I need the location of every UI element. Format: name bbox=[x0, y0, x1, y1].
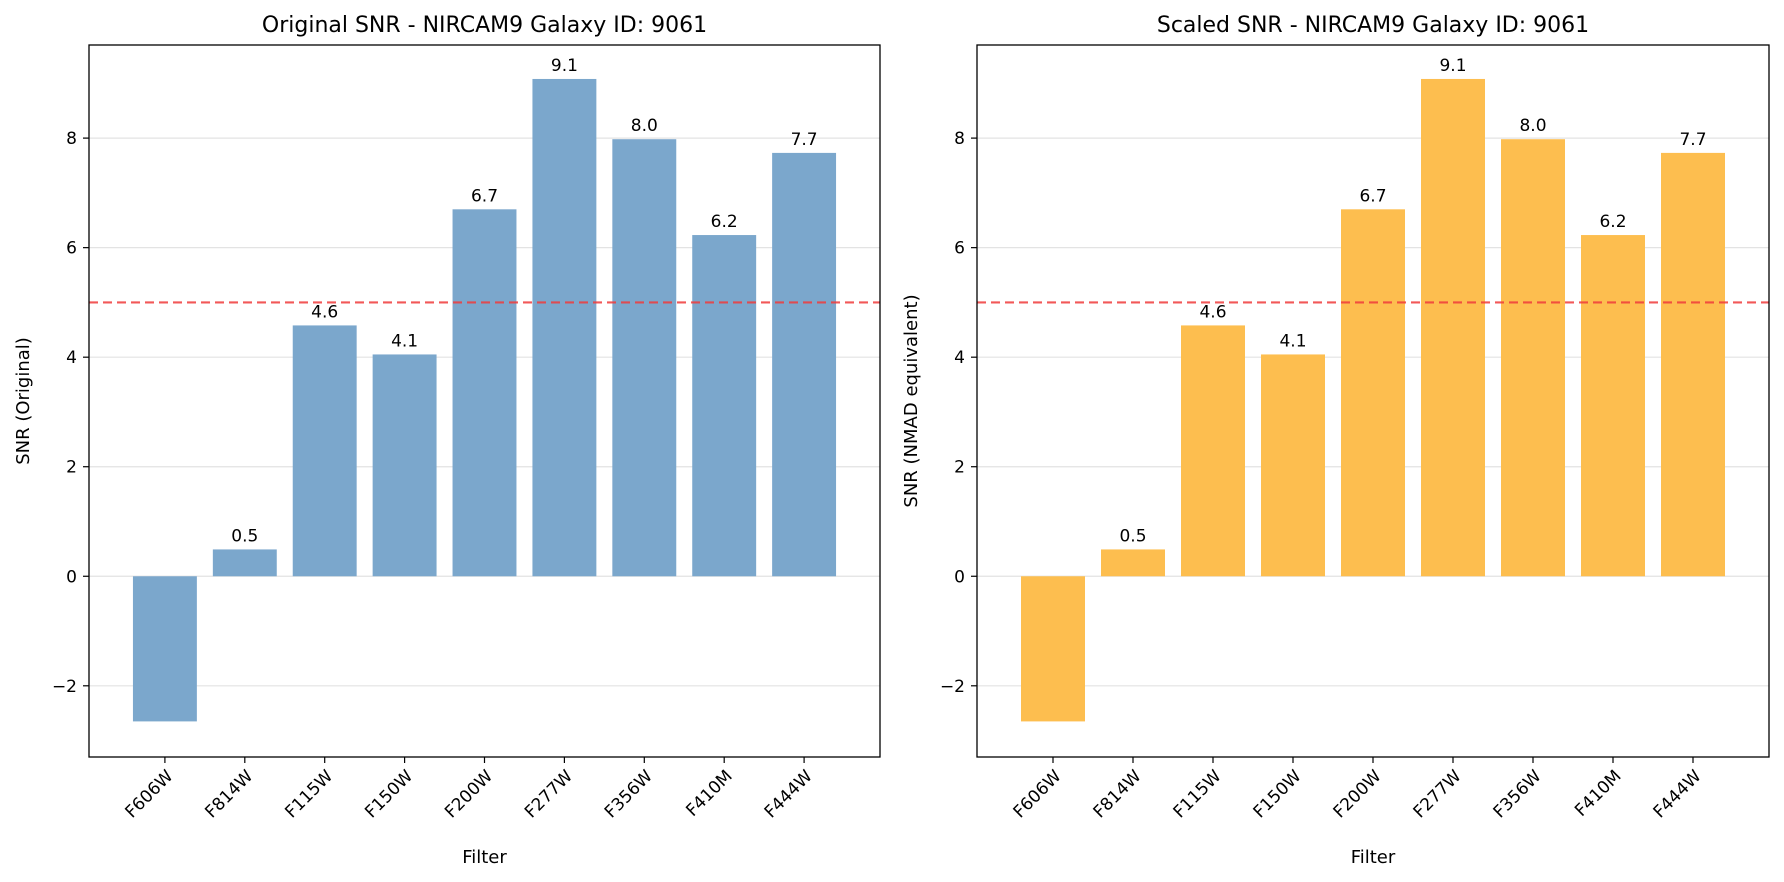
y-tick-label: 4 bbox=[954, 348, 965, 368]
bar bbox=[692, 235, 757, 577]
x-tick-label: F410M bbox=[1571, 766, 1625, 820]
bar bbox=[1581, 235, 1645, 577]
y-tick-label: −2 bbox=[52, 677, 77, 697]
x-tick-label: F444W bbox=[1650, 766, 1706, 822]
x-axis-label: Filter bbox=[462, 847, 507, 868]
data-label: 9.1 bbox=[1439, 56, 1466, 76]
bar bbox=[1661, 152, 1725, 577]
x-tick-label: F277W bbox=[521, 766, 577, 822]
data-label: 0.5 bbox=[231, 526, 258, 546]
bar bbox=[292, 325, 357, 577]
data-label: 8.0 bbox=[1519, 116, 1546, 136]
x-tick-label: F606W bbox=[1010, 766, 1066, 822]
y-tick-label: 0 bbox=[954, 567, 965, 587]
bar bbox=[1261, 354, 1325, 577]
y-tick-label: 8 bbox=[66, 129, 77, 149]
x-tick-label: F356W bbox=[1490, 766, 1546, 822]
x-tick-label: F115W bbox=[281, 766, 337, 822]
x-tick-label: F444W bbox=[761, 766, 817, 822]
chart-title: Scaled SNR - NIRCAM9 Galaxy ID: 9061 bbox=[1157, 13, 1589, 38]
x-tick-label: F150W bbox=[1250, 766, 1306, 822]
data-label: 7.7 bbox=[791, 130, 818, 150]
chart-original-snr: 0.5 4.6 4.1 6.7 9.1 8.0 6.2 7.7 −2 0 2 4 6 8 F606W F814… bbox=[13, 13, 881, 868]
x-tick-label: F277W bbox=[1410, 766, 1466, 822]
x-tick-label: F410M bbox=[682, 766, 736, 820]
data-label: 9.1 bbox=[551, 56, 578, 76]
bar bbox=[1421, 78, 1485, 577]
y-tick-label: −2 bbox=[940, 677, 965, 697]
bar bbox=[772, 152, 837, 577]
data-label: 6.7 bbox=[1359, 186, 1386, 206]
bar bbox=[132, 576, 197, 722]
data-label: 6.2 bbox=[711, 212, 738, 232]
y-axis-label: SNR (Original) bbox=[13, 337, 34, 465]
data-label: 7.7 bbox=[1679, 130, 1706, 150]
x-tick-label: F200W bbox=[441, 766, 497, 822]
bar bbox=[372, 354, 437, 577]
bar bbox=[612, 139, 677, 577]
y-tick-label: 4 bbox=[66, 348, 77, 368]
bar bbox=[1101, 549, 1165, 577]
data-label: 8.0 bbox=[631, 116, 658, 136]
x-tick-label: F814W bbox=[201, 766, 257, 822]
x-tick-label: F150W bbox=[361, 766, 417, 822]
bar bbox=[1181, 325, 1245, 577]
bar bbox=[1501, 139, 1565, 577]
data-label: 0.5 bbox=[1119, 526, 1146, 546]
y-tick-label: 0 bbox=[66, 567, 77, 587]
bar bbox=[532, 78, 597, 577]
x-tick-label: F606W bbox=[122, 766, 178, 822]
x-tick-label: F356W bbox=[601, 766, 657, 822]
x-tick-label: F200W bbox=[1330, 766, 1386, 822]
chart-title: Original SNR - NIRCAM9 Galaxy ID: 9061 bbox=[262, 13, 707, 38]
y-tick-label: 2 bbox=[954, 458, 965, 478]
y-tick-label: 2 bbox=[66, 458, 77, 478]
y-tick-label: 6 bbox=[66, 239, 77, 259]
data-label: 6.2 bbox=[1599, 212, 1626, 232]
data-label: 4.1 bbox=[1279, 331, 1306, 351]
data-label: 6.7 bbox=[471, 186, 498, 206]
bar bbox=[452, 209, 517, 577]
chart-scaled-snr: 0.5 4.6 4.1 6.7 9.1 8.0 6.2 7.7 −2 0 2 4 6 8 F606W F814… bbox=[901, 13, 1770, 868]
y-axis-label: SNR (NMAD equivalent) bbox=[901, 294, 922, 507]
y-tick-label: 6 bbox=[954, 239, 965, 259]
bar bbox=[212, 549, 277, 577]
x-tick-label: F115W bbox=[1170, 766, 1226, 822]
bar bbox=[1021, 576, 1085, 722]
data-label: 4.1 bbox=[391, 331, 418, 351]
data-label: 4.6 bbox=[311, 302, 338, 322]
y-tick-label: 8 bbox=[954, 129, 965, 149]
data-label: 4.6 bbox=[1199, 302, 1226, 322]
bar bbox=[1341, 209, 1405, 577]
x-tick-label: F814W bbox=[1090, 766, 1146, 822]
x-axis-label: Filter bbox=[1351, 847, 1396, 868]
